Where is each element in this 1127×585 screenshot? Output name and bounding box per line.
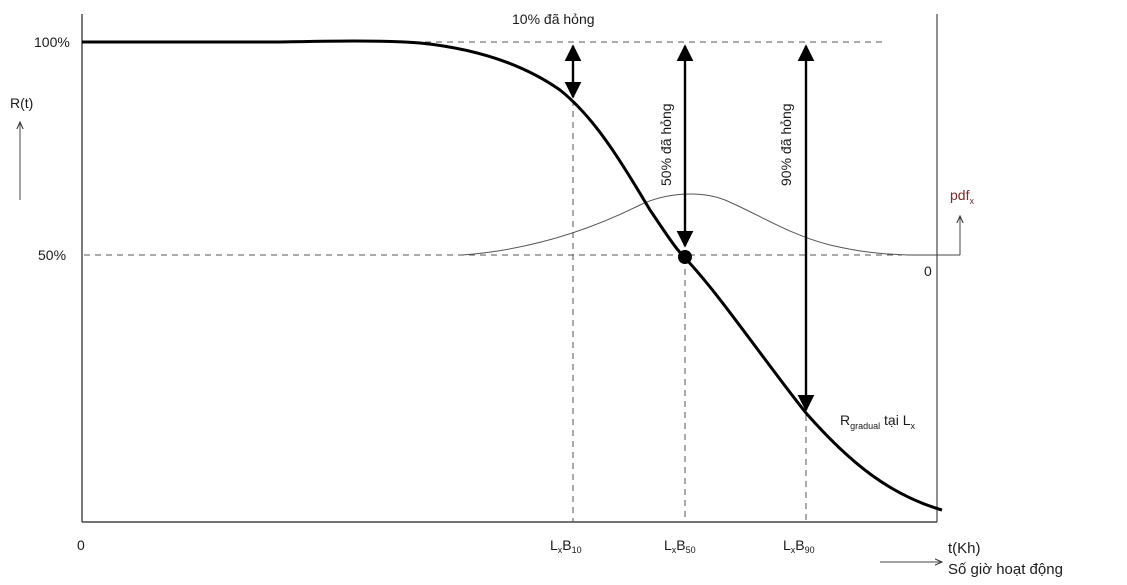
pdf-label-sub: x <box>969 196 974 206</box>
gradual-label: Rgradual tại Lx <box>840 412 916 431</box>
failed-50-label: 50% đã hỏng <box>658 103 674 186</box>
y-axis-label: R(t) <box>10 95 33 111</box>
reliability-curve <box>82 39 943 512</box>
y-tick-50: 50% <box>38 247 66 263</box>
pdf-axis-zero: 0 <box>924 263 932 279</box>
gradual-rest: tại L <box>880 412 911 428</box>
pdf-axis-label: pdfx <box>950 187 974 206</box>
x-origin-label: 0 <box>77 537 85 553</box>
gradual-sub2: x <box>911 421 916 431</box>
y-tick-100: 100% <box>34 34 70 50</box>
pdf-curve <box>461 193 909 256</box>
x-axis-sublabel: Số giờ hoạt động <box>948 561 1063 578</box>
x-tick-b50: LxB50 <box>664 537 696 555</box>
median-point <box>678 250 692 264</box>
pdf-label-main: pdf <box>950 187 970 203</box>
failed-90-label: 90% đã hỏng <box>778 103 794 186</box>
gradual-main: R <box>840 412 850 428</box>
gradual-sub: gradual <box>850 421 880 431</box>
x-axis-label: t(Kh) <box>948 540 981 557</box>
x-tick-b10: LxB10 <box>550 537 582 555</box>
failed-10-label: 10% đã hỏng <box>512 11 595 27</box>
x-tick-b90: LxB90 <box>783 537 815 555</box>
